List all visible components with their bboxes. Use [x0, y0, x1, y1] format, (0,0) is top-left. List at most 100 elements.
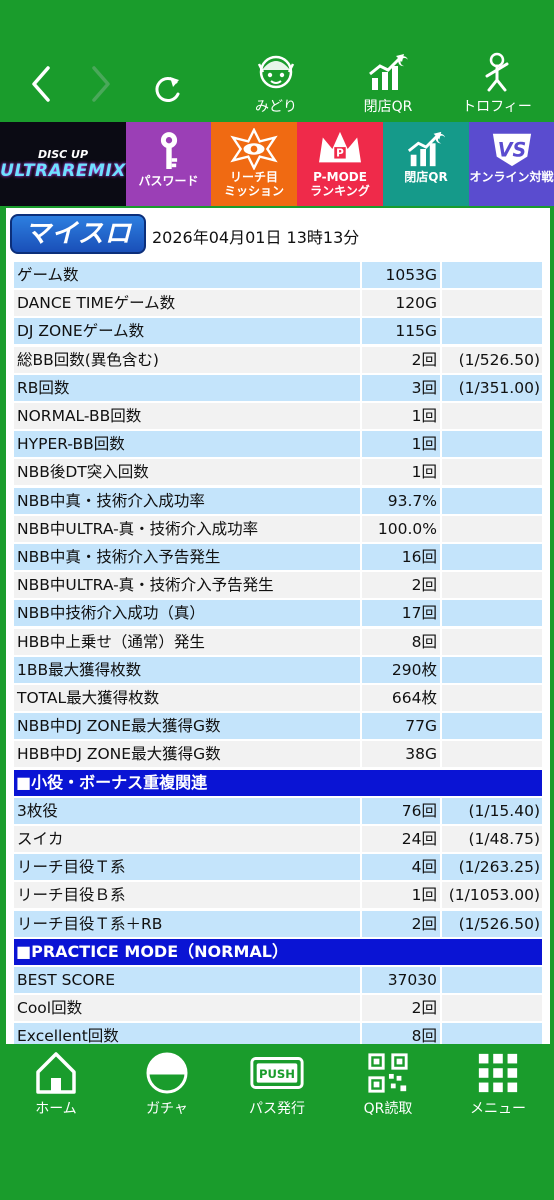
category-reach-mission-label: リーチ目 ミッション	[223, 170, 284, 198]
stat-label: Excellent回数	[14, 1023, 360, 1044]
table-row: HBB中上乗せ（通常）発生 8回	[14, 628, 542, 655]
push-icon: PUSH	[250, 1057, 304, 1089]
closing-qr-chart-icon	[369, 54, 408, 90]
back-button[interactable]	[26, 62, 56, 106]
stat-label: DANCE TIMEゲーム数	[14, 290, 360, 317]
bottom-nav-home-label: ホーム	[35, 1101, 77, 1117]
stat-value: 115G	[362, 318, 440, 345]
stat-rate: (1/526.50)	[442, 346, 542, 373]
stat-label: 総BB回数(異色含む)	[14, 346, 360, 373]
stat-value: 8回	[362, 628, 440, 655]
table-row: HBB中DJ ZONE最大獲得G数 38G	[14, 741, 542, 768]
category-password-label: パスワード	[138, 174, 199, 188]
table-row: NBB中ULTRA-真・技術介入成功率 100.0%	[14, 515, 542, 542]
stat-rate	[442, 628, 542, 655]
character-face-icon	[257, 55, 295, 89]
table-row: RB回数 3回 (1/351.00)	[14, 374, 542, 401]
stat-label: NBB中真・技術介入予告発生	[14, 544, 360, 570]
stat-label: NBB中DJ ZONE最大獲得G数	[14, 713, 360, 740]
stat-label: NBB中技術介入成功（真）	[14, 600, 360, 627]
stat-value: 24回	[362, 826, 440, 852]
category-online-battle-label: オンライン対戦	[469, 170, 554, 184]
svg-text:PUSH: PUSH	[259, 1067, 295, 1081]
category-closing-qr[interactable]: 閉店QR	[383, 122, 469, 206]
table-row: 3枚役 76回 (1/15.40)	[14, 797, 542, 824]
stat-label: BEST SCORE	[14, 967, 360, 993]
bottom-nav-pass-issue-label: パス発行	[249, 1101, 305, 1117]
stat-rate	[442, 459, 542, 486]
stat-value: 2回	[362, 346, 440, 373]
stat-rate	[442, 403, 542, 429]
stat-value: 17回	[362, 600, 440, 627]
forward-button[interactable]	[86, 62, 116, 106]
bottom-nav-qr-read[interactable]: QR読取	[338, 1050, 438, 1120]
table-row: リーチ目役Ｔ系 4回 (1/263.25)	[14, 854, 542, 881]
top-nav-closing-qr[interactable]: 閉店QR	[343, 50, 433, 118]
section-header: ■小役・ボーナス重複関連	[14, 769, 542, 796]
table-row: NBB中ULTRA-真・技術介入予告発生 2回	[14, 572, 542, 599]
qr-code-icon	[368, 1053, 408, 1093]
stat-rate	[442, 544, 542, 570]
category-pmode-ranking[interactable]: P P-MODE ランキング	[297, 122, 383, 206]
category-password[interactable]: パスワード	[126, 122, 211, 206]
bottom-nav-menu[interactable]: メニュー	[448, 1050, 548, 1120]
game-logo[interactable]: DISC UP ULTRAREMIX	[0, 122, 126, 206]
stat-label: TOTAL最大獲得枚数	[14, 685, 360, 711]
table-row: NBB中真・技術介入成功率 93.7%	[14, 487, 542, 514]
home-icon	[36, 1052, 76, 1094]
stat-value: 120G	[362, 290, 440, 317]
stat-label: リーチ目役Ｔ系	[14, 854, 360, 881]
stat-label: HBB中上乗せ（通常）発生	[14, 628, 360, 655]
gacha-icon	[146, 1052, 188, 1094]
stat-label: 3枚役	[14, 797, 360, 824]
reload-button[interactable]	[152, 68, 182, 112]
table-row: DANCE TIMEゲーム数 120G	[14, 290, 542, 317]
reload-icon	[155, 77, 180, 102]
stat-rate: (1/1053.00)	[442, 882, 542, 909]
top-nav-midori-label: みどり	[255, 99, 297, 115]
stat-label: NORMAL-BB回数	[14, 403, 360, 429]
table-row: ゲーム数 1053G	[14, 262, 542, 288]
stat-rate	[442, 1023, 542, 1044]
bottom-nav-qr-read-label: QR読取	[363, 1101, 413, 1117]
table-row: リーチ目役Ｔ系＋RB 2回 (1/526.50)	[14, 910, 542, 937]
stat-value: 100.0%	[362, 515, 440, 542]
stat-value: 2回	[362, 995, 440, 1022]
category-online-battle[interactable]: VS オンライン対戦	[469, 122, 554, 206]
category-reach-mission[interactable]: リーチ目 ミッション	[211, 122, 297, 206]
stat-value: 664枚	[362, 685, 440, 711]
closing-qr-chart-icon	[407, 131, 446, 167]
bottom-nav-home[interactable]: ホーム	[6, 1050, 106, 1120]
stat-value: 1回	[362, 882, 440, 909]
stat-label: DJ ZONEゲーム数	[14, 318, 360, 345]
top-nav-trophy-label: トロフィー	[462, 99, 532, 115]
bottom-nav-gacha[interactable]: ガチャ	[117, 1050, 217, 1120]
bottom-nav-pass-issue[interactable]: PUSH パス発行	[227, 1050, 327, 1120]
stat-label: RB回数	[14, 374, 360, 401]
stat-value: 2回	[362, 572, 440, 599]
category-closing-qr-label: 閉店QR	[404, 170, 448, 184]
key-icon	[160, 132, 177, 169]
top-nav-midori[interactable]: みどり	[231, 50, 321, 118]
stat-rate	[442, 262, 542, 288]
chevron-right-icon	[92, 66, 110, 102]
stat-rate	[442, 431, 542, 458]
stat-label: NBB中ULTRA-真・技術介入成功率	[14, 515, 360, 542]
stat-rate	[442, 290, 542, 317]
table-row: TOTAL最大獲得枚数 664枚	[14, 685, 542, 711]
data-datetime: 2026年04月01日 13時13分	[152, 228, 360, 247]
svg-text:P: P	[336, 148, 344, 160]
stat-label: リーチ目役Ｂ系	[14, 882, 360, 909]
panel-header: マイスロ 2026年04月01日 13時13分	[6, 208, 550, 260]
stat-value: 38G	[362, 741, 440, 768]
stat-value: 1回	[362, 403, 440, 429]
chevron-left-icon	[32, 66, 50, 102]
trophy-icon	[485, 52, 509, 92]
section-header: ■PRACTICE MODE（NORMAL）	[14, 938, 542, 965]
table-row: Excellent回数 8回	[14, 1023, 542, 1044]
top-nav-trophy[interactable]: トロフィー	[452, 50, 542, 118]
stat-rate	[442, 515, 542, 542]
stat-value: 290枚	[362, 656, 440, 683]
stat-rate: (1/48.75)	[442, 826, 542, 852]
table-row: 1BB最大獲得枚数 290枚	[14, 656, 542, 683]
